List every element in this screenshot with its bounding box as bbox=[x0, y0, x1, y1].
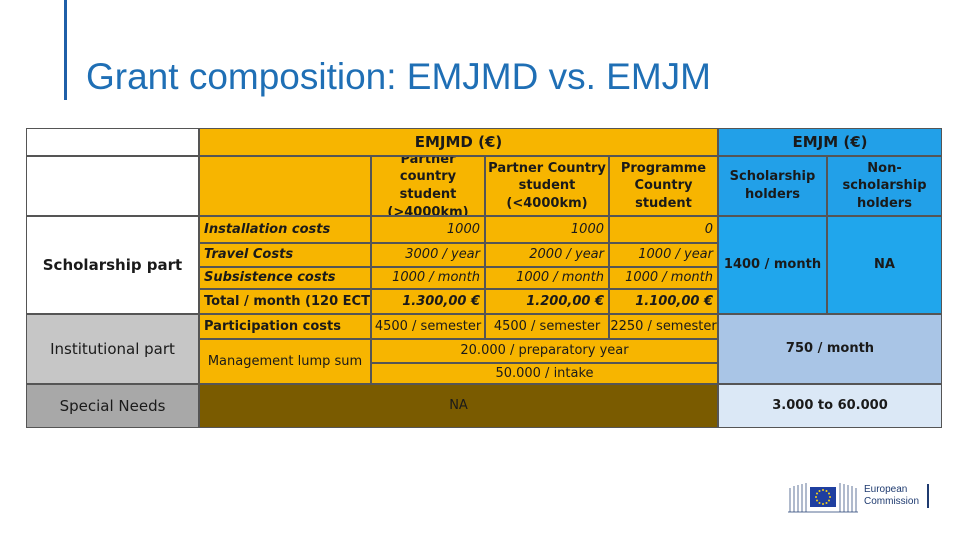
row-total-label: Total / month (120 ECTS) bbox=[199, 289, 371, 314]
row-travel-label: Travel Costs bbox=[199, 243, 371, 267]
title-accent-bar bbox=[64, 0, 67, 100]
header-empty-rowlabel bbox=[199, 156, 371, 216]
logo-line-european: European bbox=[864, 484, 908, 495]
emjm-non-scholarship-value: NA bbox=[827, 216, 942, 314]
row-subsistence-v1: 1000 / month bbox=[371, 267, 485, 289]
emjmd-header: EMJMD (€) bbox=[199, 128, 718, 156]
row-subsistence-v3: 1000 / month bbox=[609, 267, 718, 289]
header-empty-mid bbox=[26, 156, 199, 216]
row-subsistence-v2: 1000 / month bbox=[485, 267, 609, 289]
emjm-institutional-value: 750 / month bbox=[718, 314, 942, 384]
row-management-v1: 20.000 / preparatory year bbox=[371, 339, 718, 363]
european-commission-logo: European Commission bbox=[788, 478, 930, 514]
emjm-col-non-scholarship: Non-scholarship holders bbox=[827, 156, 942, 216]
slide-title: Grant composition: EMJMD vs. EMJM bbox=[86, 56, 712, 97]
header-empty-top bbox=[26, 128, 199, 156]
row-installation-v3: 0 bbox=[609, 216, 718, 243]
row-participation-label: Participation costs bbox=[199, 314, 371, 339]
emjm-special-value: 3.000 to 60.000 bbox=[718, 384, 942, 428]
row-participation-v3: 2250 / semester bbox=[609, 314, 718, 339]
section-special-needs: Special Needs bbox=[26, 384, 199, 428]
row-total-v2: 1.200,00 € bbox=[485, 289, 609, 314]
row-installation-v1: 1000 bbox=[371, 216, 485, 243]
logo-divider bbox=[927, 484, 930, 508]
row-travel-v1: 3000 / year bbox=[371, 243, 485, 267]
emjm-scholarship-holders-value: 1400 / month bbox=[718, 216, 827, 314]
row-travel-v3: 1000 / year bbox=[609, 243, 718, 267]
emjmd-col-programme: Programme Country student bbox=[609, 156, 718, 216]
row-participation-v1: 4500 / semester bbox=[371, 314, 485, 339]
section-institutional: Institutional part bbox=[26, 314, 199, 384]
row-management-v2: 50.000 / intake bbox=[371, 363, 718, 384]
row-total-v3: 1.100,00 € bbox=[609, 289, 718, 314]
row-management-label: Management lump sum bbox=[199, 339, 371, 384]
row-travel-v2: 2000 / year bbox=[485, 243, 609, 267]
row-participation-v2: 4500 / semester bbox=[485, 314, 609, 339]
logo-line-commission: Commission bbox=[864, 496, 920, 507]
row-installation-label: Installation costs bbox=[199, 216, 371, 243]
emjm-header: EMJM (€) bbox=[718, 128, 942, 156]
emjmd-col-partner-far: Partner country student (>4000km) bbox=[371, 156, 485, 216]
emjmd-special-value: NA bbox=[199, 384, 718, 428]
emjmd-col-partner-near: Partner Country student (<4000km) bbox=[485, 156, 609, 216]
row-total-v1: 1.300,00 € bbox=[371, 289, 485, 314]
commission-building-icon bbox=[788, 483, 858, 513]
section-scholarship: Scholarship part bbox=[26, 216, 199, 314]
row-installation-v2: 1000 bbox=[485, 216, 609, 243]
row-subsistence-label: Subsistence costs bbox=[199, 267, 371, 289]
emjm-col-scholarship: Scholarship holders bbox=[718, 156, 827, 216]
